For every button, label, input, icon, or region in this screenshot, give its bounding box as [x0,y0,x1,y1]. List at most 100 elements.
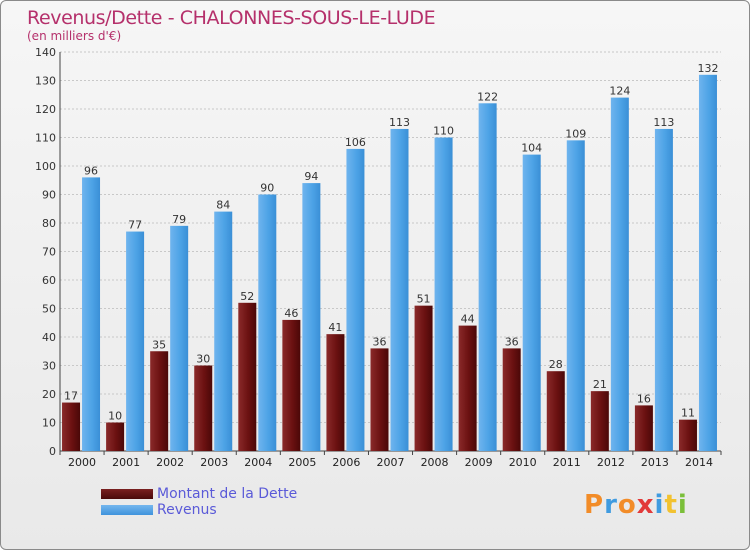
bar-revenue [566,140,585,451]
x-tick-label: 2003 [200,456,228,469]
bar-debt [326,334,345,451]
x-tick-label: 2009 [465,456,493,469]
x-tick-label: 2014 [685,456,713,469]
data-label-debt: 51 [417,293,431,306]
logo-letter: o [617,490,637,520]
data-label-revenue: 109 [565,127,586,140]
x-tick-label: 2008 [421,456,449,469]
y-tick-label: 20 [42,388,56,401]
y-tick-label: 40 [42,331,56,344]
bar-debt [238,302,257,451]
data-label-debt: 28 [549,358,563,371]
data-label-revenue: 124 [609,85,630,98]
y-tick-label: 10 [42,417,56,430]
x-tick-label: 2004 [244,456,272,469]
legend-item-debt: Montant de la Dette [101,486,297,502]
y-tick-label: 130 [35,75,56,88]
data-label-debt: 52 [240,290,254,303]
legend-label-debt: Montant de la Dette [157,486,298,502]
bar-revenue [258,194,277,451]
data-label-debt: 11 [681,407,695,420]
bar-revenue [654,128,673,451]
y-tick-label: 60 [42,274,56,287]
x-tick-label: 2006 [332,456,360,469]
data-label-revenue: 110 [433,125,454,138]
bar-debt [546,371,565,451]
y-tick-label: 80 [42,217,56,230]
bars [62,74,717,452]
data-label-revenue: 104 [521,142,542,155]
legend-item-revenue: Revenus [101,502,297,518]
logo-letter: P [584,490,605,520]
legend-swatch-debt [101,489,153,499]
bar-revenue [522,154,541,451]
y-tick-label: 120 [35,103,56,116]
y-tick-label: 100 [35,160,56,173]
bar-revenue [434,137,453,451]
x-tick-label: 2002 [156,456,184,469]
y-tick-label: 30 [42,360,56,373]
data-label-revenue: 84 [216,199,230,212]
x-tick-label: 2010 [509,456,537,469]
data-label-revenue: 94 [304,170,318,183]
data-labels: 17 96 10 77 35 79 30 84 52 90 46 94 41 106 36 113 51 110 4… [64,62,718,423]
bar-revenue [610,97,629,451]
bar-debt [282,319,301,451]
y-tick-label: 140 [35,46,56,59]
y-tick-label: 0 [49,445,56,458]
legend-swatch-revenue [101,505,153,515]
bar-revenue [214,211,233,451]
logo-letter: x [636,490,655,520]
bar-debt [678,419,697,451]
data-label-revenue: 90 [260,182,274,195]
data-label-revenue: 79 [172,213,186,226]
data-label-revenue: 106 [345,136,366,149]
data-label-debt: 46 [284,307,298,320]
bar-revenue [82,177,101,451]
data-label-revenue: 113 [389,116,410,129]
x-tick-label: 2011 [553,456,581,469]
bar-debt [150,351,169,451]
data-label-debt: 41 [328,321,342,334]
bar-debt [370,348,389,451]
bar-revenue [346,148,365,451]
data-label-revenue: 122 [477,90,498,103]
chart-title: Revenus/Dette - CHALONNES-SOUS-LE-LUDE [27,7,436,29]
data-label-debt: 44 [461,313,475,326]
x-tick-label: 2007 [377,456,405,469]
y-tick-label: 50 [42,303,56,316]
logo-letter: i [654,490,665,520]
y-tick-label: 110 [35,132,56,145]
logo-letter: r [604,490,618,520]
data-label-debt: 36 [505,335,519,348]
y-tick-label: 90 [42,189,56,202]
bar-revenue [478,103,497,452]
bar-debt [590,391,609,451]
bar-debt [106,422,125,451]
data-label-revenue: 77 [128,219,142,232]
x-tick-label: 2013 [641,456,669,469]
legend: Montant de la Dette Revenus [101,486,297,518]
bar-debt [414,305,433,451]
legend-label-revenue: Revenus [157,502,217,518]
x-tick-label: 2001 [112,456,140,469]
data-label-debt: 35 [152,338,166,351]
x-tick-label: 2000 [68,456,96,469]
x-tick-label: 2005 [288,456,316,469]
data-label-debt: 21 [593,378,607,391]
bar-debt [634,405,653,451]
bar-debt [194,365,213,451]
x-tick-label: 2012 [597,456,625,469]
data-label-revenue: 113 [653,116,674,129]
data-label-revenue: 132 [697,62,718,75]
bar-revenue [390,128,409,451]
bar-revenue [698,74,717,452]
bar-debt [458,325,477,451]
bar-debt [502,348,521,451]
data-label-debt: 36 [373,335,387,348]
y-tick-label: 70 [42,246,56,259]
data-label-debt: 17 [64,390,78,403]
data-label-debt: 10 [108,410,122,423]
